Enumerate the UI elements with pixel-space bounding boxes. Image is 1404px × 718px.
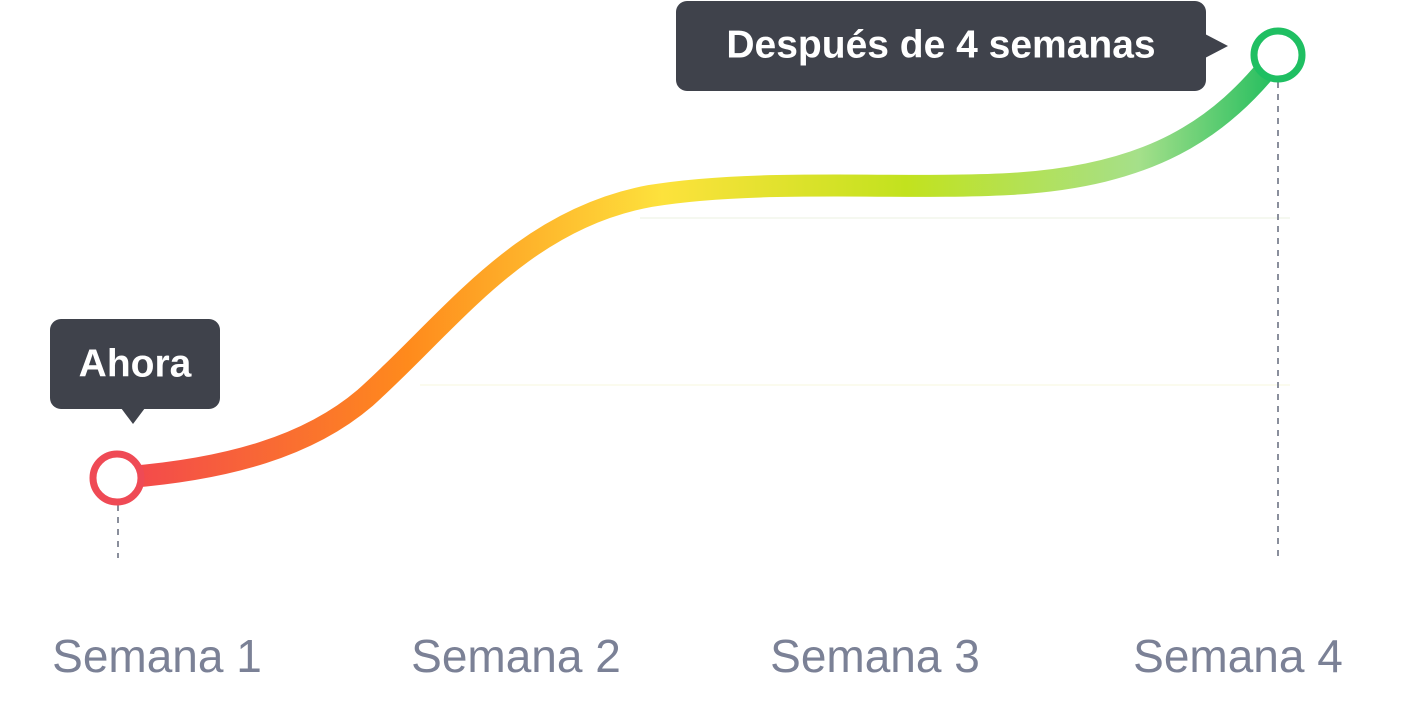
- callout-label: Después de 4 semanas: [726, 23, 1155, 66]
- x-label: Semana 1: [52, 630, 262, 682]
- progress-curve: [106, 44, 1289, 489]
- x-label: Semana 3: [770, 630, 980, 682]
- x-label: Semana 4: [1133, 630, 1343, 682]
- x-label: Semana 2: [411, 630, 621, 682]
- callout-end: Después de 4 semanas: [676, 1, 1228, 91]
- callout-start: Ahora: [50, 319, 220, 424]
- start-point: [89, 450, 145, 506]
- callout-box: [676, 1, 1206, 91]
- callout-pointer: [1205, 34, 1228, 58]
- callout-label: Ahora: [79, 342, 192, 385]
- callout-pointer: [121, 408, 145, 424]
- callout-box: [50, 319, 220, 409]
- end-point: [1250, 27, 1306, 83]
